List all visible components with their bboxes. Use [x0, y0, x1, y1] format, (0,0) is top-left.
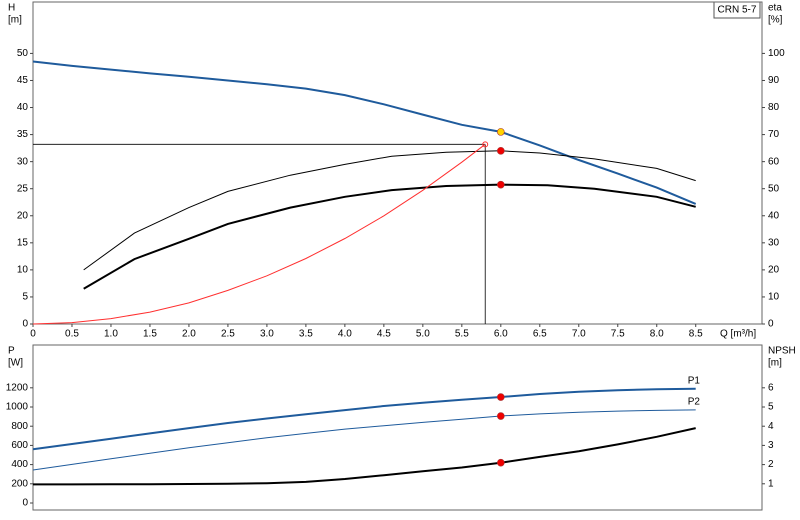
y2-tick-label: 40	[768, 210, 780, 221]
y-axis-label: H	[8, 3, 15, 14]
curve	[83, 183, 696, 290]
y2-tick-label: 3	[768, 440, 774, 451]
y-axis-unit: [m]	[8, 15, 22, 26]
y2-tick-label: 5	[768, 402, 774, 413]
y-tick-label: 50	[17, 48, 29, 59]
y-tick-label: 30	[17, 156, 29, 167]
y2-tick-label: 80	[768, 102, 780, 113]
y2-tick-label: 50	[768, 183, 780, 194]
y-tick-label: 200	[11, 478, 28, 489]
y-tick-label: 0	[22, 498, 28, 509]
x-tick-label: 3.5	[299, 329, 313, 340]
curve	[83, 150, 696, 271]
y2-axis-unit: [m]	[768, 358, 782, 369]
y2-tick-label: 10	[768, 292, 780, 303]
y-tick-label: 400	[11, 459, 28, 470]
y-tick-label: 1200	[6, 382, 29, 393]
y2-tick-label: 4	[768, 421, 774, 432]
y-tick-label: 15	[17, 237, 29, 248]
operating-point	[497, 412, 505, 420]
x-tick-label: 6.5	[533, 329, 547, 340]
curve	[33, 427, 696, 486]
y-tick-label: 600	[11, 440, 28, 451]
curve	[32, 143, 486, 325]
operating-point	[497, 393, 505, 401]
y2-axis-unit: [%]	[768, 15, 783, 26]
y-tick-label: 45	[17, 75, 29, 86]
curve	[32, 387, 696, 451]
y2-tick-label: 2	[768, 459, 774, 470]
y-tick-label: 35	[17, 129, 29, 140]
x-tick-label: 0	[30, 329, 36, 340]
y2-tick-label: 0	[768, 319, 774, 330]
x-tick-label: 8.0	[650, 329, 664, 340]
x-tick-label: 0.5	[65, 329, 79, 340]
y2-tick-label: 30	[768, 237, 780, 248]
operating-point	[497, 458, 505, 467]
x-tick-label: 4.0	[338, 329, 352, 340]
y-axis-unit: [W]	[8, 358, 23, 369]
operating-point	[497, 128, 505, 136]
curve	[32, 409, 696, 471]
plot-frame	[32, 344, 763, 511]
x-tick-label: 6.0	[494, 329, 508, 340]
y-tick-label: 10	[17, 265, 29, 276]
x-tick-label: 2.5	[221, 329, 235, 340]
x-tick-label: 7.0	[572, 329, 586, 340]
x-tick-label: 8.5	[689, 329, 703, 340]
model-label: CRN 5-7	[718, 5, 757, 16]
y-tick-label: 20	[17, 210, 29, 221]
operating-point	[497, 147, 505, 155]
x-tick-label: 1.0	[104, 329, 118, 340]
operating-point	[497, 180, 505, 189]
y-tick-label: 40	[17, 102, 29, 113]
y-tick-label: 25	[17, 183, 29, 194]
y2-tick-label: 6	[768, 382, 774, 393]
y-axis-label: P	[8, 346, 15, 357]
series-label: P1	[688, 375, 701, 386]
y2-tick-label: 20	[768, 265, 780, 276]
y2-tick-label: 70	[768, 129, 780, 140]
x-tick-label: 5.5	[455, 329, 469, 340]
x-tick-label: 2.0	[182, 329, 196, 340]
curve	[32, 60, 697, 205]
x-tick-label: 1.5	[143, 329, 157, 340]
x-tick-label: 5.0	[416, 329, 430, 340]
x-tick-label: 3.0	[260, 329, 274, 340]
y2-tick-label: 100	[768, 48, 785, 59]
y2-axis-label: eta	[768, 3, 782, 14]
y2-tick-label: 1	[768, 478, 774, 489]
plot-frame	[32, 1, 763, 325]
series-label: P2	[688, 397, 701, 408]
x-tick-label: 4.5	[377, 329, 391, 340]
y-tick-label: 5	[22, 292, 28, 303]
duty-point	[482, 141, 489, 148]
y2-axis-label: NPSH	[768, 346, 796, 357]
y-tick-label: 1000	[6, 402, 29, 413]
y2-tick-label: 60	[768, 156, 780, 167]
y-tick-label: 0	[22, 319, 28, 330]
y2-tick-label: 90	[768, 75, 780, 86]
y-tick-label: 800	[11, 421, 28, 432]
x-axis-label: Q [m³/h]	[720, 329, 756, 340]
x-tick-label: 7.5	[611, 329, 625, 340]
